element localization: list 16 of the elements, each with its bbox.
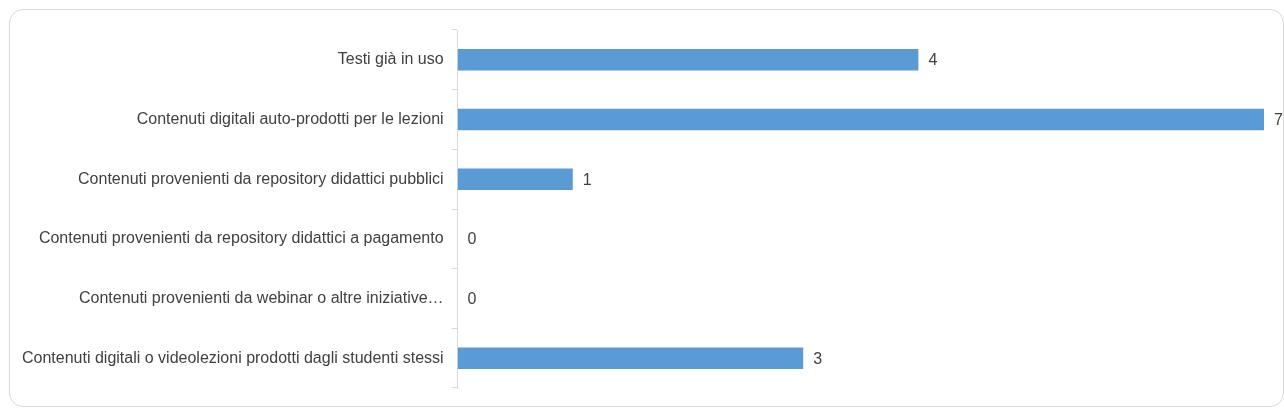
data-label: 1 [582, 170, 592, 188]
data-label: 7 [1274, 110, 1283, 128]
y-tick-label: Contenuti provenienti da repository didattici a pagamento [38, 229, 444, 247]
data-label: 3 [813, 349, 823, 367]
bar [457, 168, 573, 190]
data-label: 0 [467, 230, 477, 248]
data-label: 0 [467, 289, 477, 307]
y-tick-label: Contenuti provenienti da webinar o altre iniziative… [78, 288, 444, 306]
y-tick-label: Testi già in uso [337, 50, 444, 68]
bar [457, 347, 804, 369]
y-tick-label: Contenuti digitali o videolezioni prodotti dagli studenti stessi [21, 348, 444, 366]
bar [457, 49, 919, 71]
y-tick-label: Contenuti digitali auto-prodotti per le lezioni [136, 109, 444, 127]
y-tick-label: Contenuti provenienti da repository didattici pubblici [78, 169, 444, 187]
bar [457, 108, 1264, 131]
data-label: 4 [928, 51, 938, 69]
